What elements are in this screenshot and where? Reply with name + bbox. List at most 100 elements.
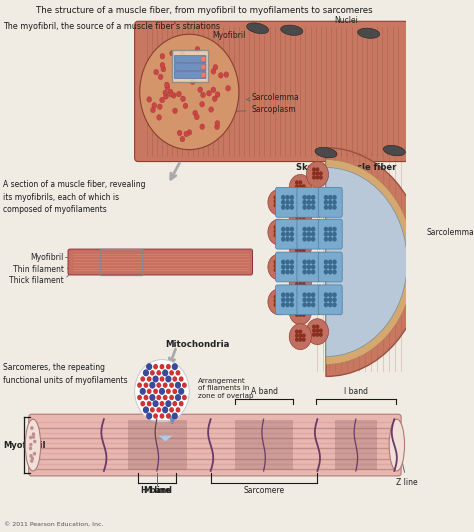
Circle shape <box>193 110 198 116</box>
Circle shape <box>299 309 301 312</box>
Circle shape <box>289 269 311 295</box>
Circle shape <box>181 96 185 102</box>
Wedge shape <box>326 168 407 356</box>
Circle shape <box>311 260 315 264</box>
Circle shape <box>147 377 151 381</box>
Circle shape <box>324 227 328 231</box>
Circle shape <box>303 205 306 209</box>
Circle shape <box>324 303 328 306</box>
Circle shape <box>311 237 315 241</box>
Circle shape <box>299 313 301 316</box>
Circle shape <box>166 401 171 406</box>
Circle shape <box>154 414 157 418</box>
Circle shape <box>328 227 332 231</box>
Circle shape <box>299 279 301 282</box>
Circle shape <box>296 219 298 222</box>
Ellipse shape <box>315 147 337 158</box>
Circle shape <box>213 64 218 70</box>
Circle shape <box>157 371 161 375</box>
Circle shape <box>299 240 301 244</box>
Circle shape <box>274 234 277 237</box>
Circle shape <box>183 103 188 109</box>
Circle shape <box>160 62 165 68</box>
Circle shape <box>296 334 298 337</box>
Bar <box>128 420 187 470</box>
Bar <box>335 420 377 470</box>
Circle shape <box>29 447 32 450</box>
Circle shape <box>274 196 277 199</box>
Circle shape <box>164 94 168 99</box>
Circle shape <box>281 264 284 268</box>
Circle shape <box>324 265 328 269</box>
Circle shape <box>303 227 306 231</box>
Circle shape <box>286 201 289 204</box>
Circle shape <box>286 227 289 231</box>
Circle shape <box>290 270 293 274</box>
Circle shape <box>274 204 277 207</box>
Circle shape <box>286 260 289 264</box>
Circle shape <box>311 303 315 306</box>
Circle shape <box>268 254 290 280</box>
Circle shape <box>281 269 284 271</box>
Circle shape <box>180 402 183 406</box>
Circle shape <box>289 234 311 260</box>
Circle shape <box>303 265 306 269</box>
Circle shape <box>290 201 293 204</box>
Ellipse shape <box>281 25 303 35</box>
Circle shape <box>299 276 301 278</box>
Circle shape <box>289 299 311 325</box>
FancyBboxPatch shape <box>297 219 321 249</box>
Circle shape <box>278 234 280 237</box>
Circle shape <box>313 325 315 328</box>
Text: Nuclei: Nuclei <box>335 16 365 31</box>
Circle shape <box>144 370 148 376</box>
Circle shape <box>307 303 310 306</box>
FancyBboxPatch shape <box>297 252 321 282</box>
Circle shape <box>286 270 289 274</box>
Circle shape <box>180 136 185 142</box>
Text: Sarcolemma: Sarcolemma <box>427 228 474 237</box>
Circle shape <box>182 395 186 400</box>
Circle shape <box>274 226 277 229</box>
Circle shape <box>333 227 336 231</box>
Circle shape <box>180 377 183 381</box>
Circle shape <box>302 245 305 247</box>
Circle shape <box>281 300 284 302</box>
Circle shape <box>328 205 332 209</box>
Circle shape <box>316 172 319 175</box>
Circle shape <box>333 205 336 209</box>
Circle shape <box>150 383 155 388</box>
Circle shape <box>173 377 176 381</box>
Circle shape <box>144 395 148 400</box>
Text: Arrangement
of filaments in
zone of overlap: Arrangement of filaments in zone of over… <box>198 378 254 399</box>
FancyBboxPatch shape <box>174 63 206 71</box>
Circle shape <box>194 114 199 120</box>
FancyBboxPatch shape <box>174 71 206 79</box>
Circle shape <box>328 298 332 302</box>
Circle shape <box>176 371 180 375</box>
Circle shape <box>319 329 322 332</box>
Circle shape <box>173 108 177 114</box>
Circle shape <box>328 237 332 241</box>
Circle shape <box>303 201 306 204</box>
Circle shape <box>274 300 277 302</box>
Circle shape <box>278 300 280 302</box>
Circle shape <box>189 65 193 71</box>
Circle shape <box>333 303 336 306</box>
Circle shape <box>290 232 293 236</box>
Text: The myofibril, the source of a muscle fiber's striations: The myofibril, the source of a muscle fi… <box>3 22 220 31</box>
Circle shape <box>166 376 171 382</box>
Circle shape <box>286 232 289 236</box>
Circle shape <box>282 265 285 269</box>
Circle shape <box>311 270 315 274</box>
Circle shape <box>278 295 280 298</box>
Circle shape <box>316 333 319 336</box>
Circle shape <box>167 364 170 369</box>
Circle shape <box>278 230 280 232</box>
Circle shape <box>303 298 306 302</box>
Circle shape <box>34 440 36 443</box>
Circle shape <box>198 87 202 93</box>
Circle shape <box>303 232 306 236</box>
Circle shape <box>286 196 289 199</box>
Circle shape <box>30 455 32 457</box>
